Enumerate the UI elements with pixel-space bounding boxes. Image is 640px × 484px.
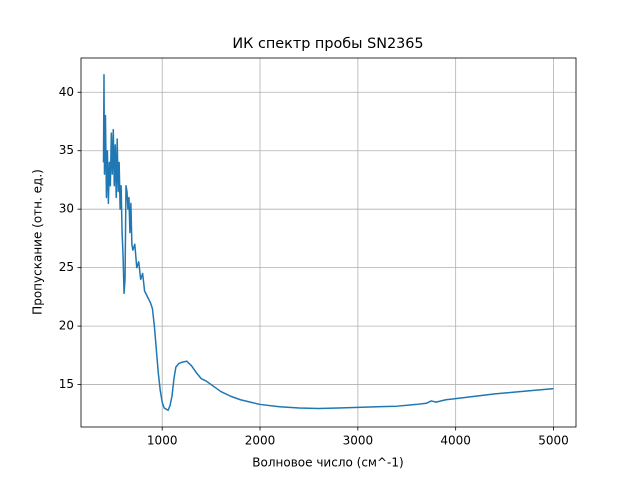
chart-title: ИК спектр пробы SN2365 <box>232 36 423 52</box>
x-axis-label: Волновое число (см^-1) <box>252 456 403 470</box>
data-line <box>102 73 554 412</box>
plot-frame <box>80 57 577 428</box>
y-tick-label: 40 <box>59 85 74 99</box>
x-tick-label: 3000 <box>343 434 374 448</box>
x-tick-label: 2000 <box>245 434 276 448</box>
y-tick-label: 30 <box>59 202 74 216</box>
y-tick-label: 25 <box>59 260 74 274</box>
y-tick-label: 15 <box>59 377 74 391</box>
y-tick-label: 20 <box>59 319 74 333</box>
y-tick-label: 35 <box>59 143 74 157</box>
x-tick-label: 1000 <box>147 434 178 448</box>
x-tick-label: 5000 <box>538 434 569 448</box>
y-axis-label: Пропускание (отн. ед.) <box>31 169 45 315</box>
x-tick-label: 4000 <box>440 434 471 448</box>
